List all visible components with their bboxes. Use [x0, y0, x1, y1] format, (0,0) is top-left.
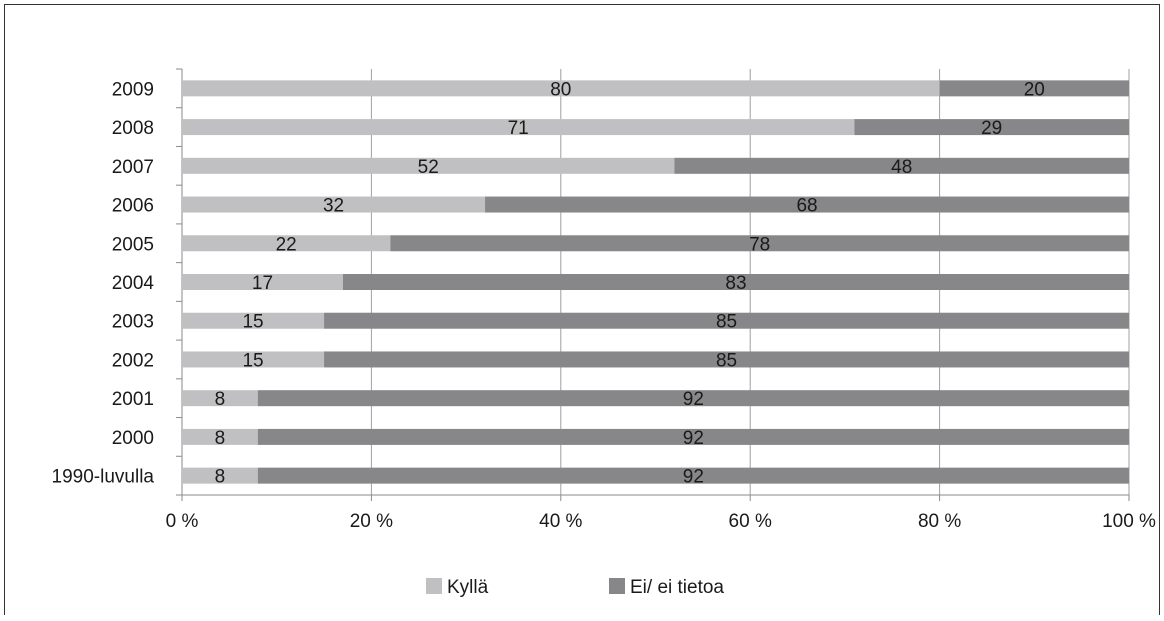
y-tick-label: 2008 [112, 118, 154, 139]
bar-segment [182, 196, 486, 213]
data-label: 17 [252, 273, 273, 294]
data-label: 15 [242, 312, 263, 333]
y-tick-label: 2007 [112, 157, 154, 178]
x-tick-label: 60 % [729, 511, 772, 532]
y-tick-label: 2006 [112, 196, 154, 217]
data-label: 8 [215, 389, 226, 410]
bar-segment [182, 80, 940, 97]
data-label: 52 [418, 157, 439, 178]
y-tick-label: 2001 [112, 389, 154, 410]
stacked-bar-chart: 0 % 20 % 40 % 60 % 80 % 100 % 1990-luvulla 8 92 2… [52, 68, 1156, 598]
x-tick-label: 0 % [166, 511, 199, 532]
y-tick-label: 1990-luvulla [52, 467, 155, 488]
data-label: 85 [716, 312, 737, 333]
legend-swatch [609, 578, 625, 594]
legend-label: Ei/ ei tietoa [630, 577, 724, 598]
y-tick-label: 2000 [112, 428, 154, 449]
bar-segment [390, 235, 1130, 252]
bar-segment [854, 119, 1129, 136]
y-tick-label: 2002 [112, 350, 154, 371]
bar-segment [257, 390, 1129, 407]
data-label: 8 [215, 467, 226, 488]
bar-segment [182, 235, 391, 252]
legend-label: Kyllä [447, 577, 489, 598]
data-label: 71 [508, 118, 529, 139]
bar-segment [324, 312, 1129, 329]
data-label: 29 [981, 118, 1002, 139]
data-label: 92 [683, 467, 704, 488]
y-tick-label: 2009 [112, 79, 154, 100]
bar-segment [257, 467, 1129, 484]
data-label: 32 [323, 196, 344, 217]
data-label: 15 [242, 350, 263, 371]
bar-segment [342, 274, 1129, 290]
data-label: 22 [276, 234, 297, 255]
bar-segment [182, 351, 325, 368]
chart-frame: 0 % 20 % 40 % 60 % 80 % 100 % 1990-luvulla 8 92 2… [4, 4, 1160, 615]
bar-segment [182, 274, 343, 290]
bar-segment [182, 428, 258, 445]
data-label: 48 [891, 157, 912, 178]
bar-segment [257, 428, 1129, 445]
legend-swatch [426, 578, 442, 594]
bar-segment [674, 157, 1129, 174]
data-label: 20 [1024, 79, 1045, 100]
bar-segment [939, 80, 1129, 97]
bar-segment [485, 196, 1129, 213]
y-tick-label: 2005 [112, 234, 154, 255]
x-tick-label: 80 % [918, 511, 961, 532]
data-label: 83 [725, 273, 746, 294]
bar-segment [182, 119, 855, 136]
y-tick-label: 2003 [112, 312, 154, 333]
bar-segment [182, 157, 675, 174]
x-tick-label: 20 % [350, 511, 393, 532]
data-label: 78 [749, 234, 770, 255]
bar-segment [182, 312, 325, 329]
data-label: 80 [550, 79, 571, 100]
x-tick-label: 40 % [539, 511, 582, 532]
data-label: 92 [683, 428, 704, 449]
data-label: 92 [683, 389, 704, 410]
data-label: 68 [796, 196, 817, 217]
data-label: 8 [215, 428, 226, 449]
x-tick-label: 100 % [1102, 511, 1156, 532]
bar-segment [182, 467, 258, 484]
bar-segment [182, 390, 258, 407]
data-label: 85 [716, 350, 737, 371]
y-tick-label: 2004 [112, 273, 155, 294]
bar-segment [324, 351, 1129, 368]
